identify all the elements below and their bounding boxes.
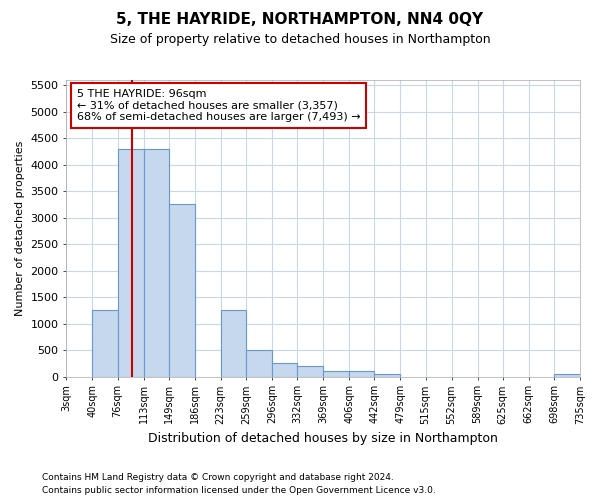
Text: 5 THE HAYRIDE: 96sqm
← 31% of detached houses are smaller (3,357)
68% of semi-de: 5 THE HAYRIDE: 96sqm ← 31% of detached h… bbox=[77, 89, 360, 122]
Y-axis label: Number of detached properties: Number of detached properties bbox=[15, 140, 25, 316]
Bar bbox=[297, 366, 323, 376]
Bar bbox=[374, 374, 400, 376]
Bar bbox=[221, 310, 246, 376]
Bar bbox=[554, 374, 580, 376]
Text: Contains HM Land Registry data © Crown copyright and database right 2024.: Contains HM Land Registry data © Crown c… bbox=[42, 474, 394, 482]
Text: Size of property relative to detached houses in Northampton: Size of property relative to detached ho… bbox=[110, 32, 490, 46]
Bar bbox=[143, 149, 169, 376]
Text: Contains public sector information licensed under the Open Government Licence v3: Contains public sector information licen… bbox=[42, 486, 436, 495]
Bar bbox=[246, 350, 272, 376]
Bar bbox=[323, 371, 349, 376]
Bar bbox=[169, 204, 195, 376]
Bar bbox=[118, 149, 143, 376]
Bar bbox=[92, 310, 118, 376]
Bar bbox=[349, 371, 374, 376]
X-axis label: Distribution of detached houses by size in Northampton: Distribution of detached houses by size … bbox=[148, 432, 498, 445]
Text: 5, THE HAYRIDE, NORTHAMPTON, NN4 0QY: 5, THE HAYRIDE, NORTHAMPTON, NN4 0QY bbox=[116, 12, 484, 28]
Bar bbox=[272, 364, 297, 376]
